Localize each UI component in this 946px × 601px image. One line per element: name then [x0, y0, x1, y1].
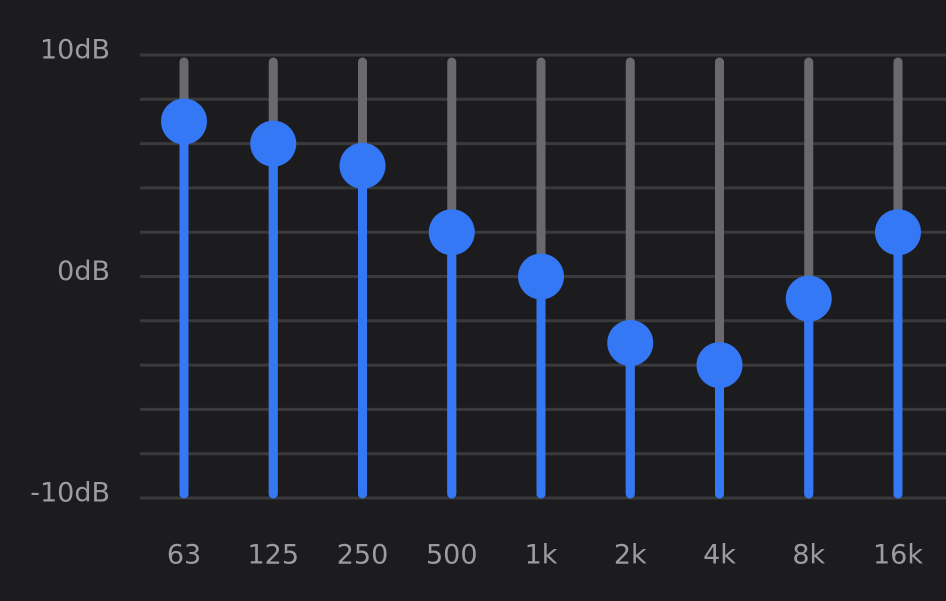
slider-knob[interactable] — [250, 120, 297, 167]
slider-knob[interactable] — [428, 209, 475, 256]
slider-knob[interactable] — [696, 342, 743, 389]
band-label: 1k — [525, 540, 558, 571]
band-label: 500 — [426, 540, 478, 571]
band-label: 250 — [337, 540, 389, 571]
slider-knob[interactable] — [875, 209, 921, 256]
y-tick-label: -10dB — [30, 478, 110, 509]
slider-knob[interactable] — [339, 142, 386, 189]
y-tick-label: 10dB — [40, 35, 110, 66]
band-label: 8k — [792, 540, 825, 571]
band-label: 2k — [614, 540, 647, 571]
y-tick-label: 0dB — [57, 256, 110, 287]
band-label: 63 — [167, 540, 201, 571]
slider-knob[interactable] — [785, 275, 832, 322]
slider-knob[interactable] — [161, 98, 207, 145]
slider-knob[interactable] — [518, 253, 564, 300]
slider-knob[interactable] — [607, 319, 654, 366]
band-label: 16k — [873, 540, 923, 571]
band-label: 4k — [703, 540, 736, 571]
band-label: 125 — [247, 540, 299, 571]
